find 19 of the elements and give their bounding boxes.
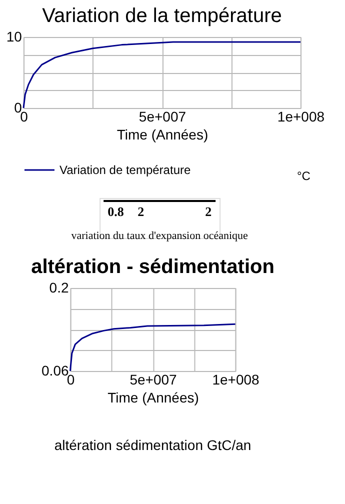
x-axis-title: Time (Années) (116, 126, 208, 142)
text: altération sédimentation GtC/an (54, 437, 252, 453)
y-tick-label: 0.2 (49, 280, 69, 296)
chart-title: altération - sédimentation (31, 256, 274, 278)
x-tick-label: 5e+007 (138, 108, 186, 124)
chart-title: Variation de la température (42, 5, 282, 27)
y-tick-label: 0.06 (42, 362, 69, 378)
text: 2 (205, 204, 212, 219)
x-tick-label: 1e+008 (277, 108, 325, 124)
text: °C (297, 169, 311, 183)
text: 0.8 (108, 204, 124, 219)
line-series (22, 41, 302, 109)
text: 2 (138, 204, 144, 219)
y-tick-label: 10 (6, 28, 22, 44)
x-axis-title: Time (Années) (108, 390, 199, 406)
x-tick-label: 1e+008 (212, 372, 260, 388)
legend-label: Variation de température (59, 163, 191, 177)
text: variation du taux d'expansion océanique (71, 230, 248, 242)
x-tick-label: 5e+007 (130, 372, 178, 388)
